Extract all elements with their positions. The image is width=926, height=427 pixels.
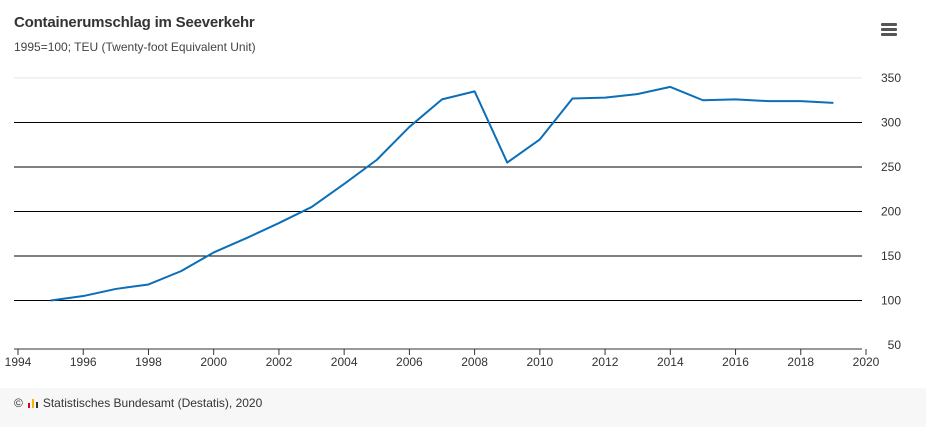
x-tick-label: 2016 (722, 355, 749, 369)
data-point (407, 124, 412, 129)
data-point (537, 137, 542, 142)
y-tick-label: 250 (881, 160, 901, 174)
data-point (81, 294, 86, 299)
x-tick-label: 2006 (396, 355, 423, 369)
series-line (50, 85, 834, 302)
data-point (211, 250, 216, 255)
data-point (244, 236, 249, 241)
x-tick-label: 2000 (200, 355, 227, 369)
data-point (276, 221, 281, 226)
data-point (309, 205, 314, 210)
x-tick-label: 2014 (657, 355, 684, 369)
data-point (113, 286, 118, 291)
destatis-logo-icon (27, 398, 38, 408)
data-point (440, 97, 445, 102)
data-point (668, 84, 673, 89)
data-point (766, 99, 771, 104)
data-point (505, 160, 510, 165)
x-tick-label: 2012 (592, 355, 619, 369)
x-tick-label: 1994 (5, 355, 32, 369)
x-tick-label: 1998 (135, 355, 162, 369)
data-point (733, 97, 738, 102)
data-point (374, 157, 379, 162)
chart-container: Containerumschlag im Seeverkehr 1995=100… (4, 14, 902, 369)
chart-title: Containerumschlag im Seeverkehr (14, 14, 255, 31)
chart-subtitle: 1995=100; TEU (Twenty-foot Equivalent Un… (14, 40, 256, 54)
y-tick-label: 300 (881, 116, 901, 130)
data-point (179, 269, 184, 274)
line-chart: 50 100 150 200 250 300 350 1994 1996 1998 2000 2002… (5, 71, 902, 369)
menu-bar (881, 33, 897, 36)
copyright-symbol: © (14, 396, 23, 410)
data-point (700, 98, 705, 103)
source-text: Statistisches Bundesamt (Destatis), 2020 (42, 396, 263, 410)
y-tick-label: 200 (881, 205, 901, 219)
data-point (798, 99, 803, 104)
data-point (342, 181, 347, 186)
x-tick-label: 2008 (461, 355, 488, 369)
data-point (603, 95, 608, 100)
x-tick-label: 1996 (70, 355, 97, 369)
footer: © Statistisches Bundesamt (Destatis), 20… (14, 396, 262, 410)
x-tick-label: 2010 (526, 355, 553, 369)
x-tick-label: 2004 (331, 355, 358, 369)
x-tick-label: 2002 (266, 355, 293, 369)
y-tick-label: 150 (881, 249, 901, 263)
menu-bar (881, 23, 897, 26)
data-point (48, 298, 53, 303)
hamburger-menu-icon[interactable] (878, 20, 900, 40)
x-tick-label: 2018 (787, 355, 814, 369)
data-point (472, 89, 477, 94)
y-tick-label: 100 (881, 294, 901, 308)
y-tick-label: 350 (881, 71, 901, 85)
data-point (146, 282, 151, 287)
data-point (635, 92, 640, 97)
data-point (831, 100, 836, 105)
data-point (570, 96, 575, 101)
y-tick-label: 50 (888, 338, 902, 352)
menu-bar (881, 28, 897, 31)
x-tick-label: 2020 (853, 355, 880, 369)
